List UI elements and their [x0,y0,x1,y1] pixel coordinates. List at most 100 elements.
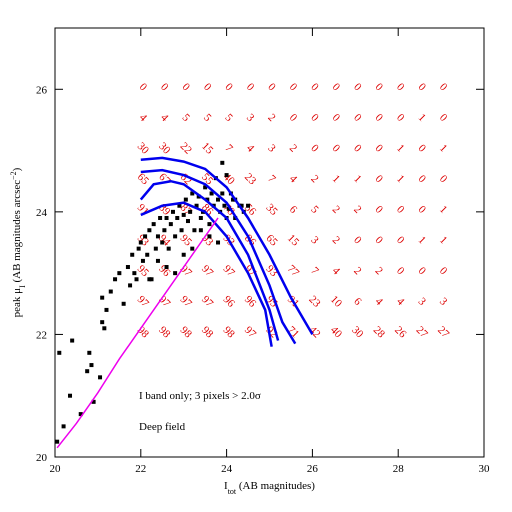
data-point [117,271,122,276]
data-point [164,215,169,220]
grid-value: 4 [394,295,407,308]
data-point [91,399,96,404]
data-point [98,375,103,380]
grid-value: 6 [351,295,364,308]
data-point [151,222,156,227]
grid-value: 0 [416,142,429,155]
plot-frame [54,27,485,458]
y-label-post: ) [11,167,23,171]
grid-value: 1 [437,142,449,154]
grid-value: 1 [437,204,449,216]
grid-value: 2 [330,234,342,246]
grid-value: 2 [373,265,385,277]
grid-value: 0 [287,112,300,125]
data-point [216,240,221,245]
grid-value: 2 [351,204,363,216]
grid-value: 0 [351,142,364,155]
y-tick-label: 22 [36,329,47,341]
data-point [55,439,60,444]
data-point [121,301,126,306]
grid-value: 0 [330,81,343,94]
data-point [203,185,208,190]
data-point [104,307,109,312]
grid-value: 15 [199,140,216,157]
data-point [198,228,203,233]
data-point [170,209,175,214]
data-point [61,424,66,429]
data-point [149,277,154,282]
y-label-sub: I [18,285,27,288]
grid-value: 2 [308,173,320,185]
data-point [155,234,160,239]
grid-value: 0 [394,265,407,278]
x-label-rest: (AB magnitudes) [236,480,315,492]
data-point [181,252,186,257]
data-point [173,234,178,239]
data-point [145,252,150,257]
grid-value: 2 [287,142,299,154]
grid-value: 0 [180,81,193,94]
grid-value: 1 [351,173,363,185]
data-point [108,289,113,294]
grid-value: 91 [135,202,151,218]
grid-value: 0 [201,81,214,94]
grid-value: 0 [330,112,343,125]
data-point [207,222,212,227]
grid-value: 0 [330,142,343,155]
grid-value: 97 [199,263,216,280]
grid-value: 0 [437,81,450,94]
grid-value: 97 [221,263,238,280]
grid-value: 0 [158,81,171,94]
data-point [85,369,90,374]
grid-value: 4 [287,173,300,186]
data-point [128,283,133,288]
grid-value: 65 [135,171,152,188]
grid-value: 77 [285,263,302,280]
data-point [168,222,173,227]
grid-value: 0 [394,81,407,94]
data-point [143,234,148,239]
grid-value: 97 [178,294,195,311]
data-point [183,197,188,202]
grid-value: 7 [265,173,278,186]
y-label-mid: (AB magnitudes arcsec [11,180,23,285]
grid-value: 40 [328,324,345,341]
grid-value: 0 [308,112,321,125]
data-point [57,350,62,355]
data-point [207,234,212,239]
data-point [239,203,244,208]
data-point [87,350,92,355]
grid-value: 3 [244,112,257,125]
grid-value: 0 [223,81,236,94]
data-point [134,277,139,282]
grid-value: 98 [221,324,238,341]
data-point [113,277,118,282]
data-point [164,265,169,270]
grid-value: 30 [135,140,152,157]
grid-value: 0 [373,112,386,125]
data-point [155,258,160,263]
grid-value: 98 [199,324,216,341]
grid-value: 98 [156,324,173,341]
grid-value: 30 [156,140,173,157]
data-point [198,215,203,220]
y-tick-label: 20 [36,452,48,464]
grid-value: 0 [416,173,429,186]
grid-value: 4 [330,265,343,278]
grid-value: 0 [373,204,386,217]
y-axis-label: peak μI (AB magnitudes arcsec−2) [9,167,27,317]
data-point [181,212,186,217]
data-point [100,320,105,325]
data-point [147,277,152,282]
grid-value: 0 [351,234,364,247]
grid-value: 0 [373,81,386,94]
data-point [68,393,73,398]
x-tick-label: 24 [221,463,233,475]
grid-value: 98 [178,324,195,341]
grid-value: 5 [180,112,193,125]
grid-value: 30 [349,324,366,341]
x-tick-label: 22 [135,463,146,475]
grid-value: 1 [437,234,449,246]
grid-value: 28 [371,324,388,341]
annotation: Deep field [139,421,186,433]
